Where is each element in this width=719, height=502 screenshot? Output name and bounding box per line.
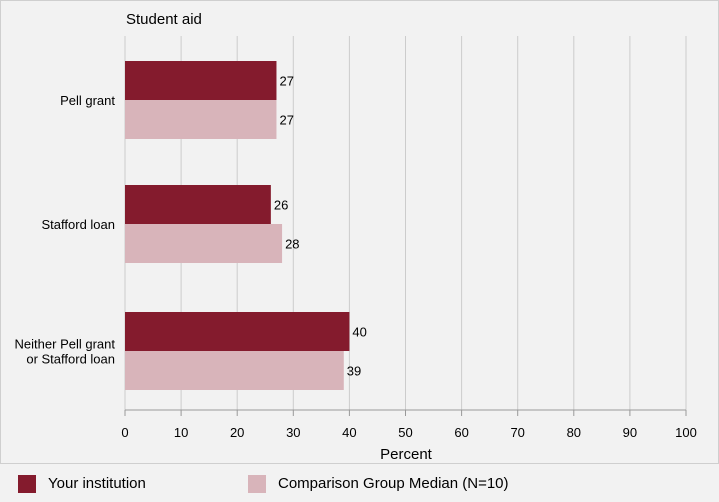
x-tick-label: 0 (121, 425, 128, 440)
legend-swatch-comparison-group (248, 475, 266, 493)
x-tick-label: 70 (510, 425, 524, 440)
data-labels: 27 27 26 28 40 39 (274, 74, 367, 379)
legend-label-comparison-group: Comparison Group Median (N=10) (278, 475, 509, 492)
bar (125, 185, 271, 224)
chart-title: Student aid (126, 11, 202, 28)
data-label: 26 (274, 198, 288, 213)
category-label: Neither Pell grant or Stafford loan (15, 337, 116, 367)
category-label: Pell grant (60, 93, 115, 108)
x-tick-label: 40 (342, 425, 356, 440)
data-label: 40 (352, 325, 366, 340)
x-tick-label: 30 (286, 425, 300, 440)
bar (125, 100, 277, 139)
x-tick-label: 90 (623, 425, 637, 440)
data-label: 27 (279, 74, 293, 89)
legend: Your institution Comparison Group Median… (0, 465, 719, 502)
legend-label-your-institution: Your institution (48, 475, 146, 492)
x-tick-label: 20 (230, 425, 244, 440)
bars (125, 61, 350, 390)
x-tick-labels: 0 10 20 30 40 50 60 70 80 90 100 (121, 425, 696, 440)
x-tick-label: 100 (675, 425, 697, 440)
x-tick-label: 50 (398, 425, 412, 440)
category-labels: Pell grant Stafford loan Neither Pell gran… (15, 93, 116, 367)
bar (125, 312, 350, 351)
data-label: 39 (347, 364, 361, 379)
bar (125, 224, 283, 263)
chart-frame (0, 0, 719, 464)
category-label: Stafford loan (42, 217, 115, 232)
data-label: 27 (279, 113, 293, 128)
x-tick-label: 60 (454, 425, 468, 440)
bar (125, 351, 344, 390)
data-label: 28 (285, 237, 299, 252)
legend-swatch-your-institution (18, 475, 36, 493)
x-axis-label: Percent (380, 446, 433, 462)
bar (125, 61, 277, 100)
x-tick-label: 80 (567, 425, 581, 440)
x-tick-label: 10 (174, 425, 188, 440)
bar-chart: Student aid 27 27 26 28 40 39 Pell grant Staff… (15, 11, 697, 462)
